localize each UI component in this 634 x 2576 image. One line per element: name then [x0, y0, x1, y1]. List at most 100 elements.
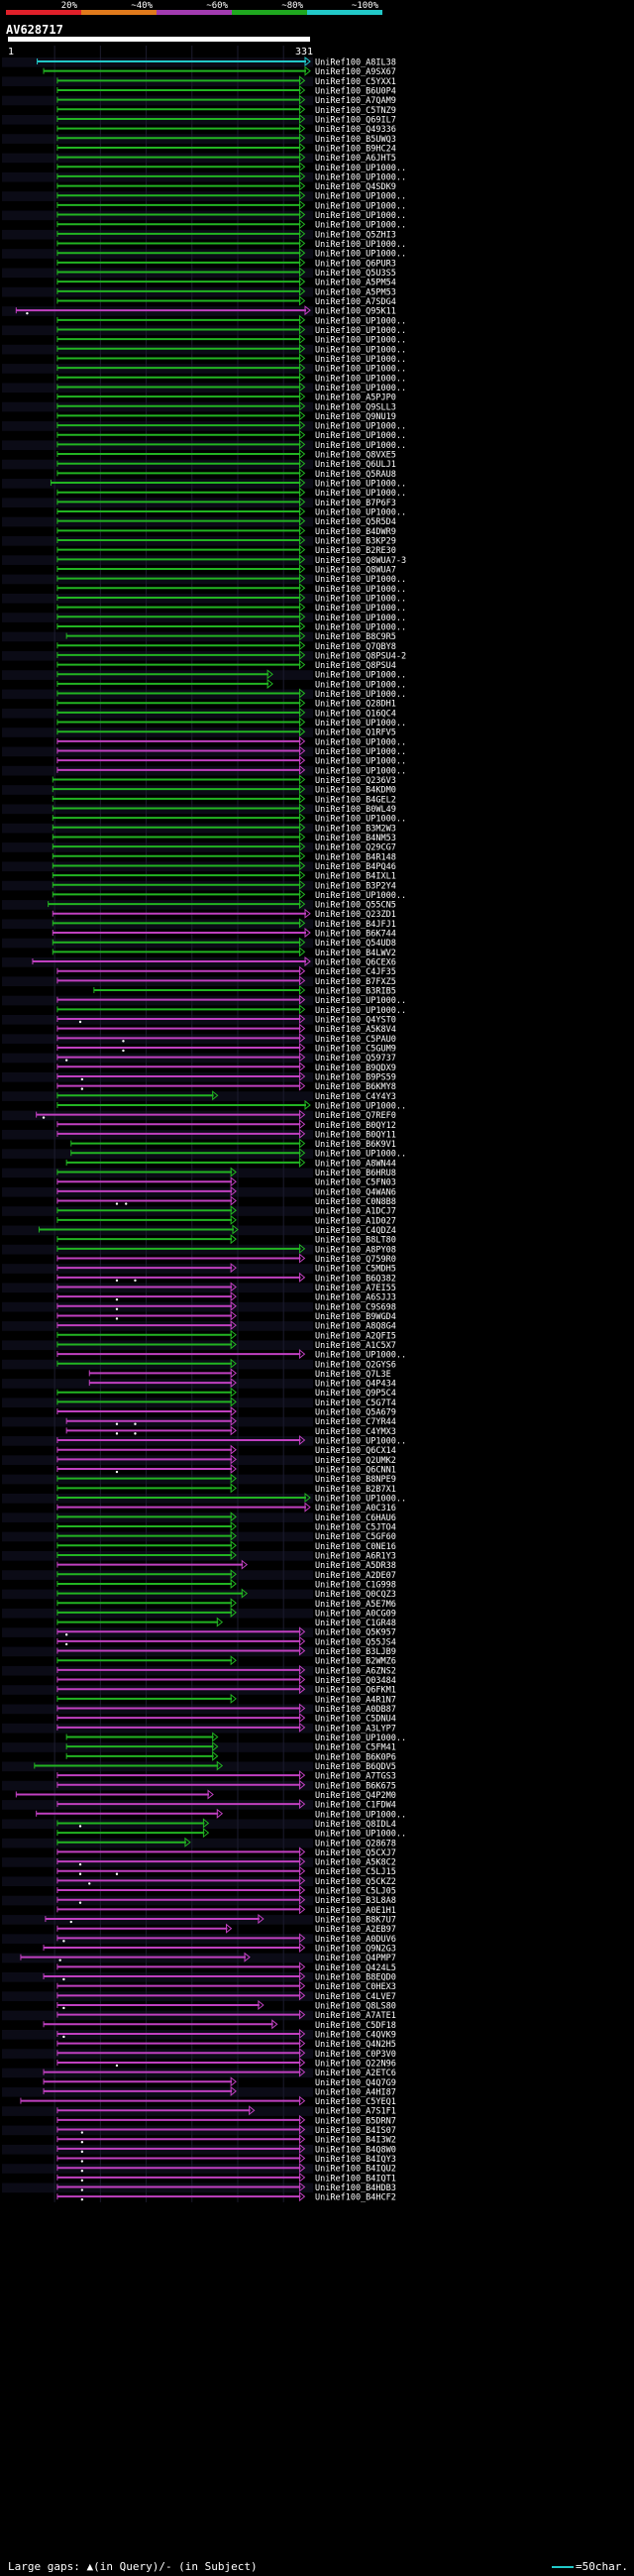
hit-label[interactable]: UniRef100_A2ETC6 [315, 2069, 396, 2078]
hit-label[interactable]: UniRef100_UP1000.. [315, 680, 406, 690]
hit-label[interactable]: UniRef100_A7SDG4 [315, 297, 396, 307]
hit-row[interactable]: UniRef100_C5DNU4 [56, 1713, 396, 1725]
hit-label[interactable]: UniRef100_UP1000.. [315, 508, 406, 518]
hit-label[interactable]: UniRef100_C4Y4Y3 [315, 1092, 396, 1102]
hit-row[interactable]: UniRef100_B4PQ46 [52, 860, 396, 872]
hit-label[interactable]: UniRef100_A5PM54 [315, 279, 396, 288]
hit-row[interactable]: UniRef100_A7TGS3 [56, 1770, 396, 1782]
hit-label[interactable]: UniRef100_B5DRN7 [315, 2116, 396, 2126]
hit-label[interactable]: UniRef100_B4HCF2 [315, 2193, 396, 2203]
hit-row[interactable]: UniRef100_Q59737 [56, 1052, 396, 1064]
hit-row[interactable]: UniRef100_C0NE16 [56, 1540, 396, 1552]
hit-label[interactable]: UniRef100_Q236V3 [315, 776, 396, 786]
hit-label[interactable]: UniRef100_UP1000.. [315, 240, 406, 250]
hit-label[interactable]: UniRef100_Q4YST0 [315, 1016, 396, 1026]
hit-label[interactable]: UniRef100_B4KDM0 [315, 786, 396, 796]
hit-row[interactable]: UniRef100_UP1000.. [56, 620, 406, 633]
hit-label[interactable]: UniRef100_UP1000.. [315, 1495, 406, 1505]
hit-row[interactable]: UniRef100_C0N8B8 [56, 1195, 396, 1208]
hit-label[interactable]: UniRef100_Q4PMP7 [315, 1954, 396, 1963]
hit-label[interactable]: UniRef100_UP1000.. [315, 996, 406, 1006]
hit-label[interactable]: UniRef100_B8EQD0 [315, 1973, 396, 1983]
hit-row[interactable]: UniRef100_UP1000.. [56, 735, 406, 748]
hit-label[interactable]: UniRef100_Q8WUA7-3 [315, 556, 406, 566]
hit-label[interactable]: UniRef100_Q5R5D4 [315, 517, 396, 527]
hit-label[interactable]: UniRef100_Q5RAU8 [315, 470, 396, 480]
hit-row[interactable]: UniRef100_UP1000.. [56, 573, 406, 586]
hit-row[interactable]: UniRef100_Q8WUA7 [56, 563, 396, 576]
hit-row[interactable]: UniRef100_A4R1N7 [56, 1693, 396, 1706]
hit-row[interactable]: UniRef100_B8K7U7 [45, 1913, 396, 1926]
hit-row[interactable]: UniRef100_UP1000.. [56, 190, 406, 202]
hit-row[interactable]: UniRef100_C5LJ05 [56, 1885, 396, 1897]
hit-row[interactable]: UniRef100_B4HDB3 [56, 2182, 396, 2194]
hit-label[interactable]: UniRef100_Q95K11 [315, 307, 396, 317]
hit-row[interactable]: UniRef100_UP1000.. [52, 813, 406, 825]
hit-row[interactable]: UniRef100_UP1000.. [56, 199, 406, 212]
hit-label[interactable]: UniRef100_C0P3V0 [315, 2050, 396, 2060]
hit-label[interactable]: UniRef100_Q9SLL3 [315, 402, 396, 412]
hit-row[interactable]: UniRef100_B4DWR9 [56, 525, 396, 537]
hit-row[interactable]: UniRef100_A1C5X7 [56, 1339, 396, 1351]
hit-label[interactable]: UniRef100_Q2UMK2 [315, 1456, 396, 1466]
hit-row[interactable]: UniRef100_A8Q8G4 [56, 1320, 396, 1332]
hit-label[interactable]: UniRef100_Q16QC4 [315, 709, 396, 719]
hit-label[interactable]: UniRef100_Q29CG7 [315, 843, 396, 853]
hit-row[interactable]: UniRef100_A0C316 [56, 1502, 396, 1514]
hit-label[interactable]: UniRef100_C5G7T4 [315, 1399, 396, 1408]
hit-row[interactable]: UniRef100_Q29CG7 [52, 841, 396, 853]
hit-label[interactable]: UniRef100_B2WMZ6 [315, 1657, 396, 1667]
hit-label[interactable]: UniRef100_UP1000.. [315, 365, 406, 375]
hit-label[interactable]: UniRef100_B4R148 [315, 852, 396, 862]
hit-label[interactable]: UniRef100_UP1000.. [315, 211, 406, 221]
hit-row[interactable]: UniRef100_B9QDX9 [56, 1062, 396, 1073]
hit-label[interactable]: UniRef100_Q55CN5 [315, 901, 396, 911]
hit-row[interactable]: UniRef100_B3LJB9 [56, 1645, 396, 1658]
hit-row[interactable]: UniRef100_B8EQD0 [43, 1970, 396, 1983]
hit-row[interactable]: UniRef100_Q28678 [56, 1837, 396, 1849]
hit-row[interactable]: UniRef100_Q8VXE5 [56, 449, 396, 461]
hit-label[interactable]: UniRef100_B0QY12 [315, 1121, 396, 1131]
hit-row[interactable]: UniRef100_A7ATE1 [56, 2009, 396, 2022]
hit-label[interactable]: UniRef100_A2EB97 [315, 1925, 396, 1935]
hit-label[interactable]: UniRef100_UP1000.. [315, 757, 406, 767]
hit-row[interactable]: UniRef100_Q49336 [56, 123, 396, 135]
hit-row[interactable]: UniRef100_A1D027 [56, 1214, 396, 1227]
hit-row[interactable]: UniRef100_B4JFJ1 [52, 918, 396, 930]
hit-row[interactable]: UniRef100_Q5R5D4 [56, 515, 396, 528]
hit-row[interactable]: UniRef100_Q03484 [56, 1674, 396, 1687]
hit-row[interactable]: UniRef100_A1DCJ7 [56, 1205, 396, 1217]
hit-row[interactable]: UniRef100_Q0CQZ3 [56, 1588, 396, 1601]
hit-label[interactable]: UniRef100_UP1000.. [315, 1437, 406, 1447]
hit-label[interactable]: UniRef100_A7ATE1 [315, 2011, 396, 2021]
hit-row[interactable]: UniRef100_B4GEL2 [52, 793, 396, 806]
hit-label[interactable]: UniRef100_UP1000.. [315, 891, 406, 901]
hit-label[interactable]: UniRef100_Q69IL7 [315, 115, 396, 125]
hit-row[interactable]: UniRef100_B6K744 [52, 928, 396, 940]
hit-row[interactable]: UniRef100_B3L8A8 [56, 1894, 396, 1907]
hit-row[interactable]: UniRef100_UP1000.. [56, 505, 406, 518]
hit-row[interactable]: UniRef100_A8WN44 [65, 1157, 396, 1170]
hit-label[interactable]: UniRef100_C0NE16 [315, 1542, 396, 1552]
hit-label[interactable]: UniRef100_A8WN44 [315, 1159, 396, 1169]
hit-row[interactable]: UniRef100_Q9SLL3 [56, 400, 396, 413]
hit-label[interactable]: UniRef100_B2B7X1 [315, 1485, 396, 1495]
hit-label[interactable]: UniRef100_UP1000.. [315, 164, 406, 173]
hit-row[interactable]: UniRef100_C5PAU0 [56, 1033, 396, 1045]
hit-row[interactable]: UniRef100_Q8LS80 [56, 1999, 396, 2012]
hit-label[interactable]: UniRef100_C5TNZ9 [315, 106, 396, 116]
hit-row[interactable]: UniRef100_C4JF35 [56, 965, 396, 978]
hit-label[interactable]: UniRef100_A7TGS3 [315, 1772, 396, 1782]
hit-row[interactable]: UniRef100_A5E7M6 [56, 1598, 396, 1610]
hit-row[interactable]: UniRef100_B3P2Y4 [52, 879, 396, 892]
hit-row[interactable]: UniRef100_C0P3V0 [56, 2048, 396, 2060]
hit-row[interactable]: UniRef100_UP1000.. [56, 755, 406, 767]
hit-row[interactable]: UniRef100_Q5RAU8 [56, 468, 396, 480]
hit-label[interactable]: UniRef100_A4HI87 [315, 2087, 396, 2097]
hit-label[interactable]: UniRef100_UP1000.. [315, 585, 406, 595]
hit-label[interactable]: UniRef100_A0DB87 [315, 1705, 396, 1715]
hit-row[interactable]: UniRef100_B4IS07 [56, 2124, 396, 2137]
hit-label[interactable]: UniRef100_Q4P2M0 [315, 1791, 396, 1801]
hit-row[interactable]: UniRef100_Q5CXJ7 [56, 1847, 396, 1858]
hit-label[interactable]: UniRef100_C7YR44 [315, 1417, 396, 1427]
